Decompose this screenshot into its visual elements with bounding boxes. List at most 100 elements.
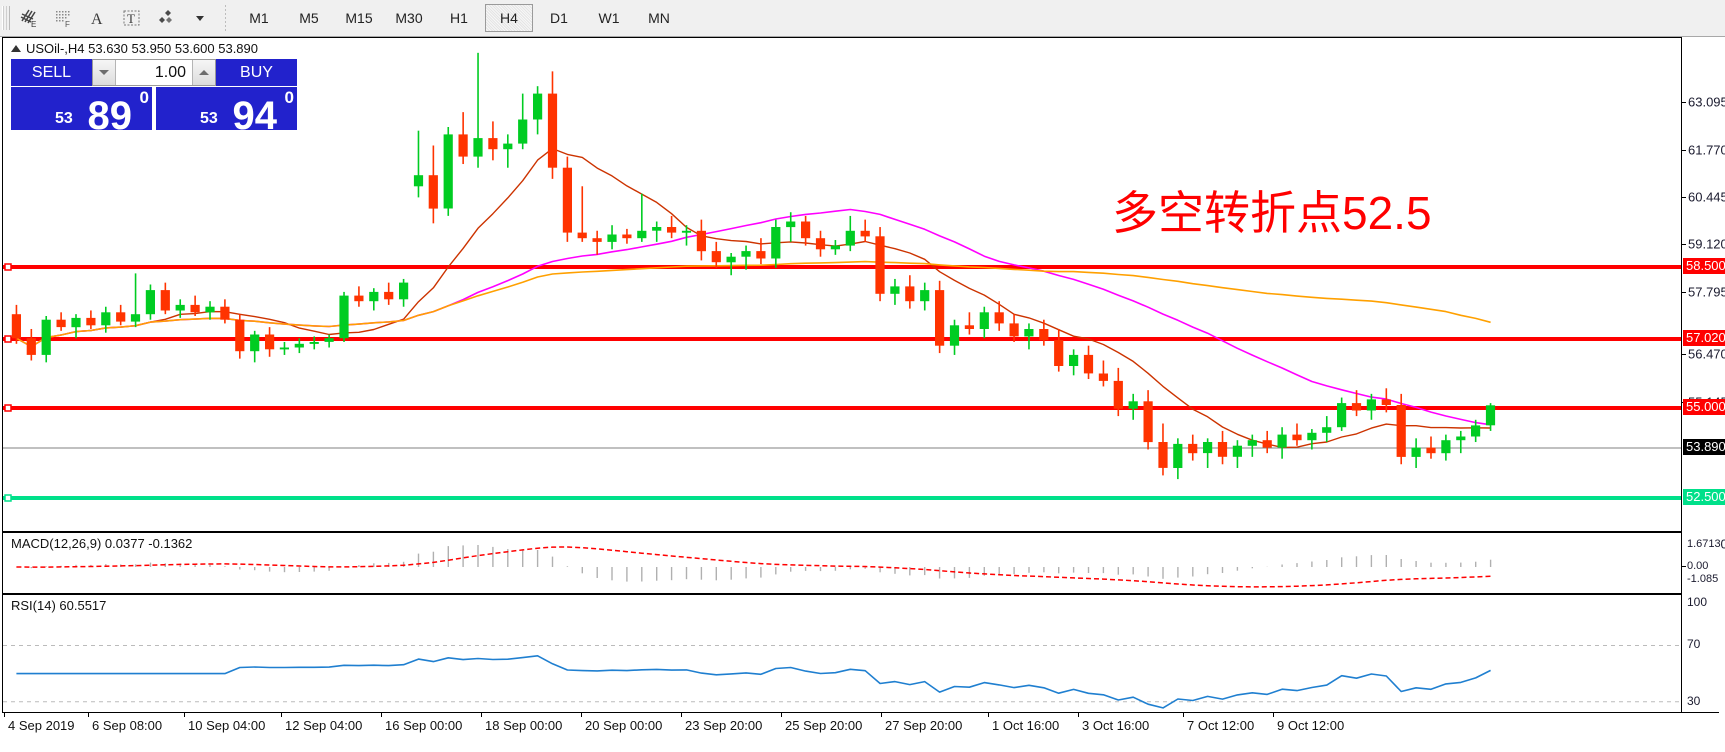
time-axis-label: 3 Oct 16:00: [1082, 718, 1150, 733]
macd-axis-label: -1.085: [1687, 573, 1719, 585]
toolbar-grip[interactable]: [2, 6, 10, 30]
rsi-label: RSI(14) 60.5517: [11, 598, 107, 613]
chart-annotation-text[interactable]: 多空转折点52.5: [1112, 187, 1432, 239]
price-axis: 63.095 61.770 60.445 59.120 58.500 57.795 57.0…: [1682, 37, 1725, 552]
price-pane[interactable]: USOil-,H4 53.630 53.950 53.600 53.890: [2, 37, 1682, 532]
buy-button[interactable]: BUY: [216, 59, 297, 86]
timeframe-h4[interactable]: H4: [485, 4, 533, 32]
buy-price-sup: 0: [284, 88, 294, 107]
time-tick: [781, 712, 782, 717]
volume-decrement-icon[interactable]: [93, 60, 116, 85]
time-axis: 4 Sep 2019 6 Sep 08:00 10 Sep 04:00 12 Sep …: [2, 712, 1721, 752]
price-level-chip[interactable]: 53.890: [1683, 439, 1725, 455]
objects-icon[interactable]: [149, 3, 183, 33]
timeframe-m5[interactable]: M5: [299, 10, 319, 26]
timeframe-m30[interactable]: M30: [395, 10, 423, 26]
time-tick: [581, 712, 582, 717]
svg-text:A: A: [91, 11, 103, 28]
buy-price-display[interactable]: 53 94 0: [156, 87, 297, 136]
toolbar-separator: [225, 5, 226, 31]
symbol-header: USOil-,H4 53.630 53.950 53.600 53.890: [11, 41, 258, 56]
symbol-header-text: USOil-,H4 53.630 53.950 53.600 53.890: [26, 41, 259, 56]
timeframe-h1[interactable]: H1: [450, 10, 468, 26]
time-axis-label: 10 Sep 04:00: [188, 718, 266, 733]
chart-area[interactable]: USOil-,H4 53.630 53.950 53.600 53.890 63…: [2, 37, 1725, 750]
price-axis-label: 63.095: [1688, 94, 1725, 110]
macd-canvas: [16, 545, 1492, 588]
macd-axis: 1.6713 0.00 -1.085: [1682, 532, 1721, 594]
time-axis-label: 16 Sep 00:00: [385, 718, 463, 733]
price-axis-label: 57.795: [1688, 284, 1725, 300]
price-tick: [1682, 102, 1686, 103]
rsi-axis-label: 30: [1687, 693, 1701, 708]
timeframe-m1[interactable]: M1: [249, 10, 269, 26]
time-axis-label: 4 Sep 2019: [8, 718, 75, 733]
volume-stepper[interactable]: 1.00: [92, 59, 216, 86]
macd-tick: [1682, 566, 1686, 567]
time-axis-label: 7 Oct 12:00: [1187, 718, 1255, 733]
expert-advisors-icon[interactable]: E: [13, 3, 47, 33]
time-tick: [88, 712, 89, 717]
price-tick: [1682, 292, 1686, 293]
sell-button[interactable]: SELL: [11, 59, 92, 86]
time-tick: [1183, 712, 1184, 717]
price-level-chip[interactable]: 52.500: [1683, 489, 1725, 505]
buy-price-big: 94: [232, 94, 278, 138]
time-axis-label: 1 Oct 16:00: [992, 718, 1060, 733]
volume-input[interactable]: 1.00: [154, 63, 186, 81]
price-tick: [1682, 354, 1686, 355]
time-tick: [988, 712, 989, 717]
price-axis-label: 61.770: [1688, 142, 1725, 158]
time-axis-label: 23 Sep 20:00: [685, 718, 763, 733]
text-object-icon[interactable]: T: [115, 3, 149, 33]
svg-text:E: E: [31, 20, 36, 29]
price-axis-label: 60.445: [1688, 189, 1725, 205]
macd-axis-label: 0.00: [1687, 560, 1709, 572]
time-axis-label: 18 Sep 00:00: [485, 718, 563, 733]
text-label-icon[interactable]: A: [81, 3, 115, 33]
macd-axis-label: 1.6713: [1687, 538, 1721, 550]
indicators-list-icon[interactable]: F: [47, 3, 81, 33]
timeframe-m15[interactable]: M15: [345, 10, 373, 26]
price-level-chip[interactable]: 57.020: [1683, 330, 1725, 346]
time-tick: [881, 712, 882, 717]
time-axis-label: 27 Sep 20:00: [885, 718, 963, 733]
sell-price-display[interactable]: 53 89 0: [11, 87, 152, 136]
svg-text:T: T: [127, 11, 135, 26]
time-tick: [381, 712, 382, 717]
price-tick: [1682, 197, 1686, 198]
timeframe-mn[interactable]: MN: [648, 10, 670, 26]
timeframe-d1[interactable]: D1: [550, 10, 568, 26]
main-toolbar: E F A: [0, 0, 1725, 37]
time-tick: [481, 712, 482, 717]
time-axis-rule: [2, 712, 1719, 713]
time-tick: [1078, 712, 1079, 717]
buy-price-prefix: 53: [200, 110, 218, 127]
price-level-chip[interactable]: 55.000: [1683, 399, 1725, 415]
macd-label: MACD(12,26,9) 0.0377 -0.1362: [11, 536, 193, 551]
price-axis-label: 56.470: [1688, 346, 1725, 362]
rsi-canvas: [3, 644, 1681, 709]
time-tick: [1273, 712, 1274, 717]
sell-price-big: 89: [87, 94, 133, 138]
time-axis-label: 12 Sep 04:00: [285, 718, 363, 733]
one-click-trading-panel[interactable]: SELL 1.00 BUY 53 89 0 53 94 0: [11, 59, 297, 136]
volume-increment-icon[interactable]: [192, 60, 215, 85]
rsi-axis-label: 70: [1687, 637, 1701, 652]
trade-top-row: SELL 1.00 BUY: [11, 59, 297, 86]
time-axis-label: 20 Sep 00:00: [585, 718, 663, 733]
price-canvas: [3, 52, 1681, 502]
time-axis-label: 9 Oct 12:00: [1277, 718, 1345, 733]
timeframe-w1[interactable]: W1: [598, 10, 620, 26]
rsi-axis-label: 100: [1687, 595, 1708, 609]
price-tick: [1682, 150, 1686, 151]
sell-price-sup: 0: [139, 88, 149, 107]
collapse-triangle-icon[interactable]: [11, 45, 21, 52]
sell-price-prefix: 53: [55, 110, 73, 127]
dropdown-arrow-icon[interactable]: [183, 3, 217, 33]
macd-pane[interactable]: MACD(12,26,9) 0.0377 -0.1362: [2, 532, 1682, 594]
price-level-chip[interactable]: 58.500: [1683, 258, 1725, 274]
time-tick: [4, 712, 5, 717]
time-axis-label: 25 Sep 20:00: [785, 718, 863, 733]
